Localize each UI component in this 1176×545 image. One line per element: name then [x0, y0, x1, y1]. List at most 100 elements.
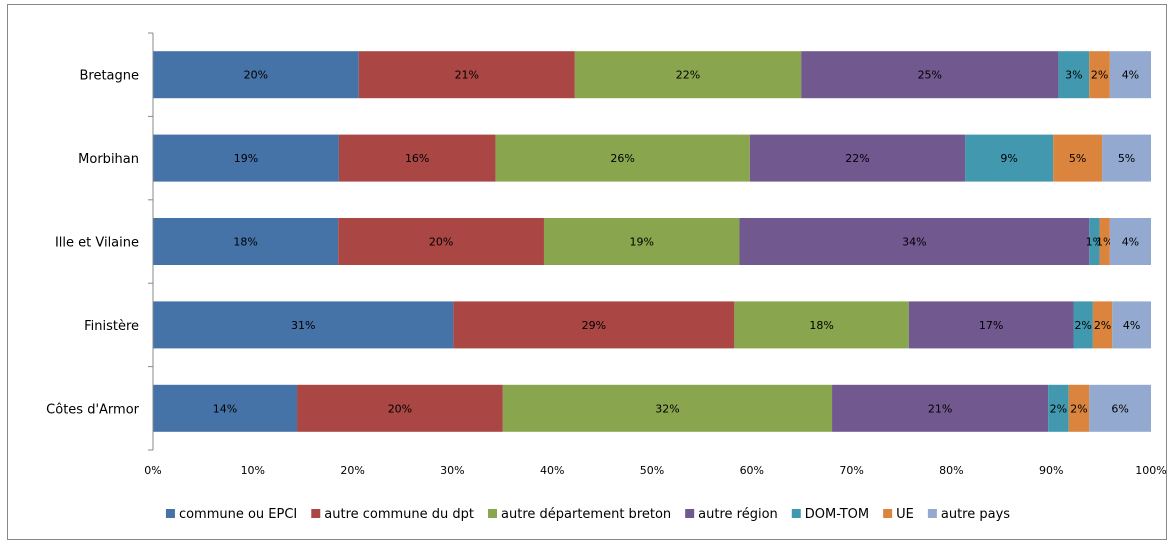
data-label: 1%	[1096, 236, 1113, 249]
data-label: 18%	[809, 319, 833, 332]
bar-segment-commune-ou-epci-côtes-d'armor	[153, 384, 298, 432]
x-tick-label: 100%	[1135, 464, 1166, 477]
data-label: 4%	[1122, 236, 1139, 249]
data-label: 22%	[676, 69, 700, 82]
bar-segment-commune-ou-epci-ille-et-vilaine	[153, 218, 339, 265]
category-label: Ille et Vilaine	[55, 236, 139, 251]
category-label: Côtes d'Armor	[46, 402, 139, 417]
data-label: 2%	[1070, 402, 1087, 415]
data-label: 29%	[582, 319, 606, 332]
data-label: 19%	[629, 236, 653, 249]
data-label: 20%	[388, 402, 412, 415]
data-label: 1%	[1086, 236, 1103, 249]
bar-segment-ue-morbihan	[1053, 134, 1103, 182]
bar-segment-autre-région-bretagne	[801, 51, 1059, 99]
bar-segment-ue-côtes-d'armor	[1068, 384, 1090, 432]
bar-segment-autre-département-breton-ille-et-vilaine	[543, 218, 740, 265]
bar-segment-ue-ille-et-vilaine	[1099, 218, 1110, 265]
bar-segment-autre-pays-côtes-d'armor	[1089, 384, 1151, 432]
data-label: 4%	[1122, 69, 1139, 82]
data-label: 2%	[1091, 69, 1108, 82]
x-tick-label: 40%	[540, 464, 564, 477]
bar-segment-ue-bretagne	[1089, 51, 1110, 99]
chart-frame: 20% 21% 22% 25% 3% 2% 4% 19% 16% 26% 22% 9% 5% 5% 18% 2…	[7, 4, 1167, 540]
bar-segment-autre-commune-du-dpt-bretagne	[358, 51, 575, 99]
legend-label: UE	[896, 507, 914, 522]
data-label: 21%	[455, 69, 479, 82]
data-label: 34%	[902, 236, 926, 249]
legend-item: autre département breton	[488, 507, 671, 522]
legend-label: autre département breton	[501, 507, 671, 522]
data-label: 25%	[918, 69, 942, 82]
legend-label: autre pays	[941, 507, 1010, 522]
legend-label: autre région	[698, 507, 778, 522]
data-label: 32%	[655, 402, 679, 415]
data-label: 5%	[1069, 152, 1086, 165]
bar-segment-commune-ou-epci-morbihan	[153, 134, 339, 182]
x-tick-label: 30%	[440, 464, 464, 477]
data-label: 18%	[233, 236, 257, 249]
data-label: 19%	[234, 152, 258, 165]
bar-segment-autre-commune-du-dpt-morbihan	[338, 134, 496, 182]
legend-item: autre commune du dpt	[311, 507, 474, 522]
x-tick-label: 60%	[740, 464, 764, 477]
bar-segment-autre-commune-du-dpt-finistère	[453, 301, 735, 349]
data-label: 26%	[610, 152, 634, 165]
legend-swatch	[883, 509, 893, 518]
data-label: 14%	[213, 402, 237, 415]
bar-segment-commune-ou-epci-finistère	[153, 301, 454, 349]
bar-segment-dom-tom-morbihan	[965, 134, 1054, 182]
data-label: 22%	[845, 152, 869, 165]
bar-segment-dom-tom-finistère	[1073, 301, 1093, 349]
bar-segment-autre-département-breton-morbihan	[495, 134, 750, 182]
category-label: Bretagne	[79, 69, 139, 84]
data-label: 6%	[1111, 402, 1128, 415]
legend-item: commune ou EPCI	[165, 507, 297, 522]
category-label: Finistère	[84, 319, 139, 334]
legend-label: commune ou EPCI	[179, 507, 297, 522]
x-tick-label: 0%	[144, 464, 161, 477]
bar-segment-dom-tom-côtes-d'armor	[1048, 384, 1069, 432]
bar-segment-autre-département-breton-finistère	[734, 301, 909, 349]
bars-layer: 20% 21% 22% 25% 3% 2% 4% 19% 16% 26% 22% 9% 5% 5% 18% 2…	[153, 51, 1151, 432]
bar-segment-autre-département-breton-côtes-d'armor	[502, 384, 833, 432]
bar-segment-dom-tom-bretagne	[1058, 51, 1090, 99]
bar-segment-commune-ou-epci-bretagne	[153, 51, 359, 99]
legend-label: DOM-TOM	[805, 507, 869, 522]
legend-item: autre pays	[927, 507, 1010, 522]
bar-segment-autre-commune-du-dpt-ille-et-vilaine	[338, 218, 544, 265]
bar-segment-dom-tom-ille-et-vilaine	[1089, 218, 1100, 265]
data-label: 20%	[244, 69, 268, 82]
bar-segment-autre-région-morbihan	[749, 134, 966, 182]
bar-segment-autre-pays-bretagne	[1109, 51, 1151, 99]
legend-item: autre région	[685, 507, 778, 522]
x-tick-label: 80%	[939, 464, 963, 477]
bar-segment-autre-commune-du-dpt-côtes-d'armor	[297, 384, 503, 432]
bar-segment-autre-département-breton-bretagne	[574, 51, 802, 99]
data-label: 31%	[291, 319, 315, 332]
legend-label: autre commune du dpt	[324, 507, 474, 522]
bar-segment-autre-pays-finistère	[1112, 301, 1151, 349]
stacked-bar-chart: 20% 21% 22% 25% 3% 2% 4% 19% 16% 26% 22% 9% 5% 5% 18% 2…	[46, 32, 1167, 522]
bar-segment-autre-pays-ille-et-vilaine	[1109, 218, 1151, 265]
legend-swatch	[165, 509, 175, 518]
data-label: 5%	[1118, 152, 1135, 165]
axes-layer: Bretagne Morbihan Ille et Vilaine Finistère…	[46, 32, 1167, 477]
bar-segment-autre-région-finistère	[908, 301, 1074, 349]
data-label: 9%	[1000, 152, 1017, 165]
bar-segment-ue-finistère	[1092, 301, 1113, 349]
x-tick-label: 90%	[1039, 464, 1063, 477]
data-label: 2%	[1074, 319, 1091, 332]
x-tick-label: 70%	[839, 464, 863, 477]
data-label: 16%	[405, 152, 429, 165]
legend-swatch	[927, 509, 937, 518]
x-tick-label: 10%	[241, 464, 265, 477]
data-label: 4%	[1123, 319, 1140, 332]
legend-swatch	[488, 509, 498, 518]
category-label: Morbihan	[78, 152, 139, 167]
bar-segment-autre-région-ille-et-vilaine	[739, 218, 1090, 265]
data-label: 20%	[429, 236, 453, 249]
data-label: 3%	[1065, 69, 1082, 82]
bar-segment-autre-pays-morbihan	[1102, 134, 1151, 182]
data-label: 17%	[979, 319, 1003, 332]
